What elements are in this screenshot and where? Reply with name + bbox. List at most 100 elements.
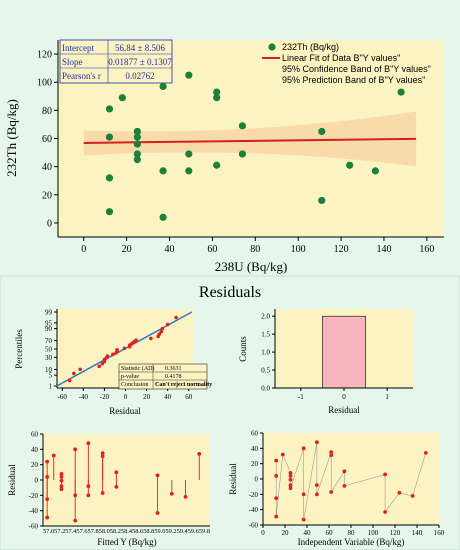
prob-point	[159, 329, 164, 334]
prob-point	[157, 332, 162, 337]
prob-point	[134, 338, 138, 343]
prob-y-tick-label: 10	[45, 366, 53, 374]
indep-y-tick-label: 0	[255, 476, 259, 484]
fitted-point	[59, 487, 64, 492]
data-point	[133, 140, 141, 148]
indep-point	[288, 477, 293, 482]
indep-point	[301, 492, 306, 497]
indep-x-tick-label: 40	[304, 529, 312, 537]
prob-point	[111, 352, 115, 357]
indep-point	[383, 510, 387, 514]
main-x-tick-label: 80	[250, 244, 260, 255]
hist-x-tick-label: -1	[298, 393, 304, 401]
indep-point	[274, 458, 279, 463]
prob-y-tick-label: 30	[45, 354, 53, 362]
legend-marker-points	[268, 43, 276, 51]
prob-point	[97, 364, 101, 369]
data-point	[185, 167, 193, 175]
data-point	[118, 94, 126, 102]
prob-point	[67, 378, 72, 383]
main-y-tick-label: 80	[42, 106, 52, 117]
indep-point	[342, 469, 347, 474]
indep-point	[288, 483, 293, 488]
fitted-y-tick-label: 40	[31, 446, 39, 454]
indep-point	[288, 474, 293, 478]
prob-point	[165, 322, 170, 327]
indep-point	[329, 490, 334, 494]
main-y-tick-label: 60	[42, 134, 52, 145]
fitted-y-tick-label: 0	[35, 477, 39, 485]
test-label-statistic: Statistic (AD)	[121, 365, 155, 372]
legend-label-fit: Linear Fit of Data B"Y values"	[282, 53, 400, 63]
indep-point	[315, 483, 319, 488]
residuals-title: Residuals	[199, 284, 261, 301]
main-x-tick-label: 160	[419, 244, 434, 255]
indep-x-tick-label: 160	[434, 529, 445, 537]
fitted-point	[155, 511, 160, 515]
data-point	[213, 161, 221, 169]
main-legend: 232Th (Bq/kg) Linear Fit of Data B"Y val…	[262, 42, 431, 85]
hist-x-axis-label: Residual	[328, 405, 360, 415]
main-x-tick-label: 20	[122, 244, 132, 255]
fitted-point	[100, 451, 105, 456]
fitted-point	[183, 494, 188, 499]
stats-value-pearson: 0.02762	[125, 71, 154, 81]
prob-point	[174, 315, 178, 320]
data-point	[105, 174, 114, 182]
test-label-pvalue: p-value	[121, 374, 139, 380]
indep-point	[423, 451, 428, 455]
main-x-tick-label: 60	[207, 244, 217, 255]
indep-y-tick-label: -60	[249, 522, 259, 530]
main-y-tick-label: 120	[37, 50, 52, 61]
fitted-point	[155, 473, 160, 478]
indep-y-tick-label: 20	[251, 460, 259, 468]
fitted-y-axis-label: Residual	[7, 464, 17, 496]
indep-point	[315, 492, 319, 497]
main-x-axis-label: 238U (Bq/kg)	[215, 259, 288, 274]
indep-x-tick-label: 100	[368, 529, 379, 537]
fitted-point	[73, 447, 78, 452]
indep-point	[315, 440, 319, 445]
test-value-conclusion: Can't reject normality	[155, 382, 212, 388]
stats-label-intercept: Intercept	[62, 43, 94, 53]
data-point	[346, 161, 354, 169]
prob-point	[148, 336, 153, 341]
prob-y-tick-label: 50	[45, 346, 53, 354]
fitted-point	[169, 491, 174, 496]
fitted-point	[45, 459, 50, 464]
main-y-axis-label: 232Th (Bq/kg)	[4, 99, 19, 177]
indep-point	[280, 452, 285, 457]
stats-value-intercept: 56.84 ± 8.506	[115, 43, 165, 53]
indep-plot-area	[263, 433, 439, 525]
hist-y-tick-label: 1.0	[261, 349, 270, 357]
prob-y-tick-label: 70	[45, 337, 53, 345]
indep-point	[301, 517, 306, 522]
fitted-point	[86, 441, 91, 446]
main-x-tick-label: 0	[81, 244, 86, 255]
fitted-point	[114, 485, 119, 489]
indep-y-tick-label: 60	[251, 430, 259, 438]
main-y-tick-label: 0	[47, 218, 52, 229]
main-x-tick-label: 120	[334, 244, 349, 255]
indep-x-tick-label: 120	[390, 529, 401, 537]
fitted-point	[100, 454, 105, 459]
data-point	[133, 156, 141, 164]
data-point	[105, 105, 114, 113]
main-y-tick-label: 20	[42, 190, 52, 201]
indep-point	[329, 450, 334, 455]
prob-x-tick-label: 40	[164, 393, 172, 401]
main-x-tick-label: 140	[376, 244, 391, 255]
data-point	[133, 133, 141, 141]
indep-point	[301, 446, 306, 451]
hist-y-tick-label: 2.0	[261, 313, 270, 321]
stats-value-slope: 0.01877 ± 0.1307	[108, 57, 172, 67]
indep-point	[274, 496, 279, 501]
data-point	[185, 71, 193, 79]
fitted-point	[197, 452, 202, 456]
prob-y-tick-label: 5	[49, 372, 53, 380]
normality-test-table: Statistic (AD) 0.3631 p-value 0.4178 Con…	[118, 363, 212, 390]
fitted-plot-area	[43, 434, 210, 526]
test-label-conclusion: Conclusion	[121, 382, 148, 388]
